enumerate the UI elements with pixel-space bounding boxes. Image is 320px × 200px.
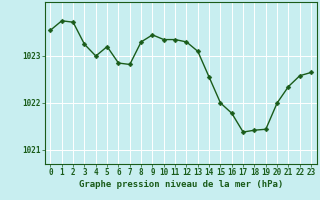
X-axis label: Graphe pression niveau de la mer (hPa): Graphe pression niveau de la mer (hPa)	[79, 180, 283, 189]
